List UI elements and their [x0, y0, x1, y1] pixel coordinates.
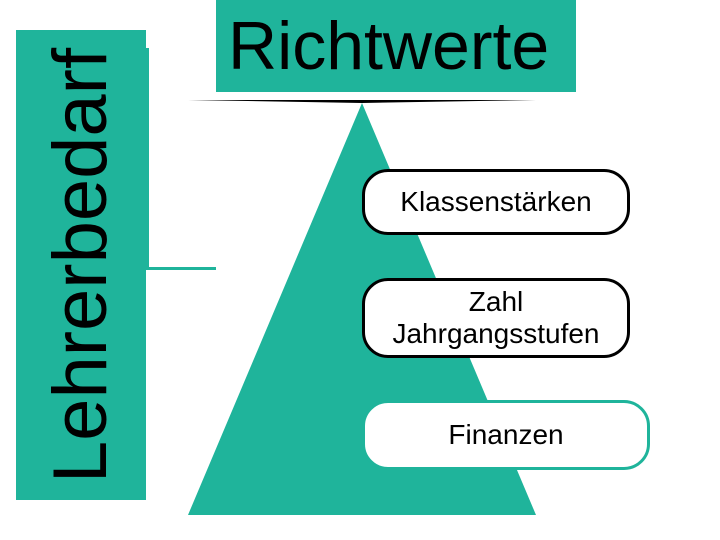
- pill-label: Finanzen: [375, 419, 637, 451]
- title-box: Richtwerte: [216, 0, 576, 92]
- vertical-label-text: Lehrerbedarf: [38, 47, 125, 482]
- pill-klassenstaerken: Klassenstärken: [362, 169, 630, 235]
- pill-label: Zahl Jahrgangsstufen: [375, 286, 617, 350]
- vertical-label-box: Lehrerbedarf: [16, 30, 146, 500]
- title-text: Richtwerte: [228, 7, 549, 85]
- pill-finanzen: Finanzen: [362, 400, 650, 470]
- pill-label: Klassenstärken: [375, 186, 617, 218]
- pill-jahrgangsstufen: Zahl Jahrgangsstufen: [362, 278, 630, 358]
